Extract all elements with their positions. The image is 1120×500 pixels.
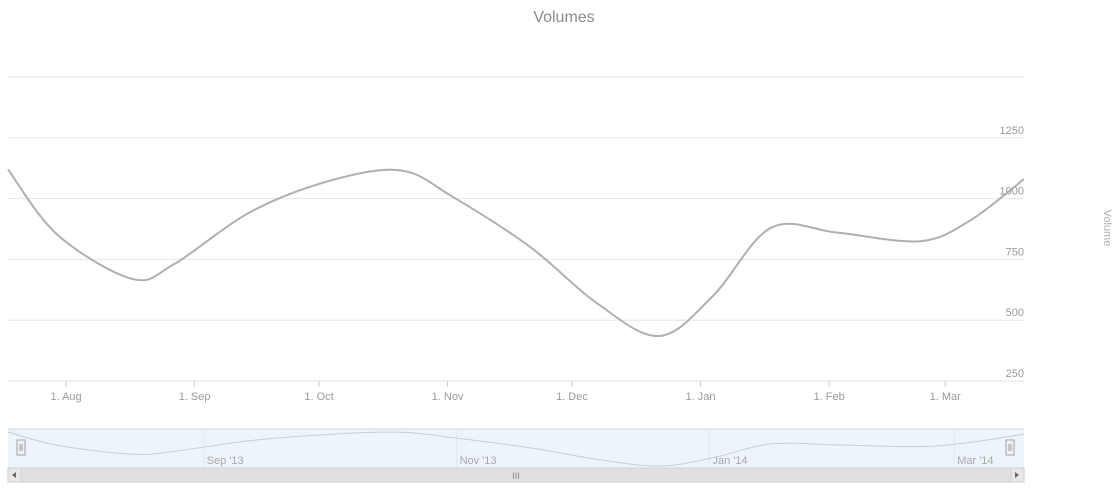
y-tick-label: 500	[1006, 307, 1024, 319]
x-tick-label: 1. Dec	[556, 391, 588, 403]
scrollbar-grip: III	[512, 471, 520, 481]
y-tick-label: 750	[1006, 246, 1024, 258]
x-tick-label: 1. Jan	[686, 391, 716, 403]
navigator-series-line	[7, 431, 1025, 467]
chart-title: Volumes	[533, 9, 594, 26]
series-line-volume	[7, 168, 1025, 338]
grid	[8, 76, 1024, 382]
x-tick-label: 1. Nov	[432, 391, 464, 403]
navigator-range[interactable]	[8, 429, 1024, 468]
y-tick-label: 1250	[1000, 125, 1024, 137]
x-tick-label: 1. Aug	[50, 391, 81, 403]
chevron-left-icon	[12, 472, 16, 478]
chevron-right-icon	[1015, 472, 1019, 478]
x-tick-label: 1. Mar	[930, 391, 962, 403]
x-tick-label: 1. Oct	[304, 391, 333, 403]
y-axis-title: Volume	[1101, 210, 1113, 247]
navigator-label: Nov '13	[460, 455, 497, 467]
navigator-right-handle[interactable]	[1005, 439, 1015, 456]
x-axis-ticks: 1. Aug 1. Sep 1. Oct 1. Nov 1. Dec 1. Jan 1. F…	[50, 381, 961, 403]
x-tick-label: 1. Sep	[179, 391, 211, 403]
navigator-label: Sep '13	[207, 455, 244, 467]
navigator-label: Mar '14	[957, 455, 993, 467]
navigator-scrollbar[interactable]: III	[7, 467, 1025, 483]
navigator-label: Jan '14	[713, 455, 748, 467]
navigator-labels: Sep '13 Nov '13 Jan '14 Mar '14	[203, 429, 994, 468]
x-tick-label: 1. Feb	[814, 391, 845, 403]
navigator[interactable]: Sep '13 Nov '13 Jan '14 Mar '14	[7, 428, 1025, 468]
navigator-left-handle[interactable]	[16, 439, 26, 456]
y-tick-label: 250	[1006, 368, 1024, 380]
